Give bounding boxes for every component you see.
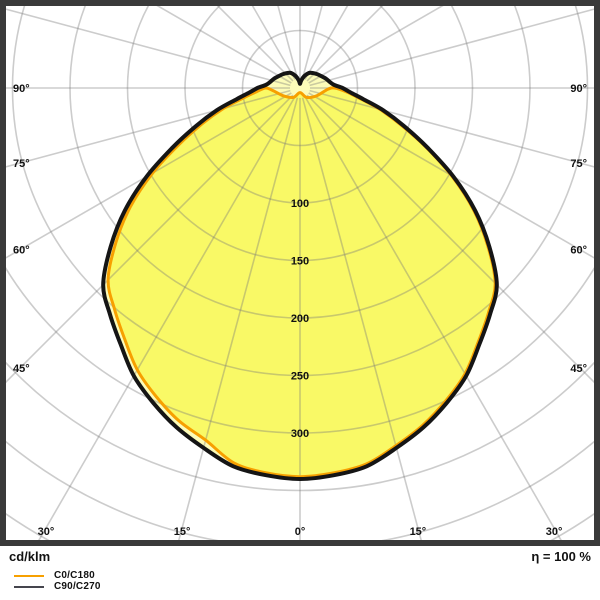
angle-label-left-75: 75° <box>13 158 30 170</box>
unit-row: cd/klm η = 100 % <box>0 546 600 564</box>
ring-label-250: 250 <box>291 371 309 383</box>
legend-item-c0-c180: C0/C180 <box>14 570 600 581</box>
angle-label-bottom-30: 30° <box>546 526 563 538</box>
grid-ray-60 <box>308 92 594 259</box>
c90-c270-line-swatch <box>14 585 44 588</box>
legend: C0/C180 C90/C270 <box>0 564 600 592</box>
grid-ring-150 <box>126 6 474 262</box>
grid-ray-105 <box>309 8 594 87</box>
ring-label-100: 100 <box>291 198 309 210</box>
angle-label-bottom-0: 0° <box>295 526 306 538</box>
grid-ray-30 <box>304 96 562 540</box>
angle-label-right-90: 90° <box>570 83 587 95</box>
grid-ray-120 <box>308 6 444 84</box>
plot-frame <box>0 0 600 546</box>
grid-ring-300 <box>6 266 594 434</box>
angle-label-bottom--15: 15° <box>174 526 191 538</box>
grid-ray-240 <box>156 6 292 84</box>
grid-ray-225 <box>216 6 294 82</box>
plot-area: 100 150 200 250 300 90° 90° 75° 75° 60° 60° 45° 45° 3… <box>6 6 594 540</box>
grid-ray-300 <box>6 92 292 259</box>
legend-label-c0-c180: C0/C180 <box>54 570 95 581</box>
angle-label-bottom-15: 15° <box>410 526 427 538</box>
angle-label-left-60: 60° <box>13 245 30 257</box>
legend-item-c90-c270: C90/C270 <box>14 581 600 592</box>
angle-label-right-45: 45° <box>570 363 587 375</box>
efficiency-label: η = 100 % <box>531 549 591 564</box>
grid-ring-200 <box>69 6 531 319</box>
grid-ray-345 <box>178 97 299 540</box>
angle-label-right-75: 75° <box>570 158 587 170</box>
grid-ring-250 <box>11 6 589 377</box>
ring-label-300: 300 <box>291 428 309 440</box>
grid-ray-135 <box>306 6 384 82</box>
grid-ray-315 <box>6 94 294 384</box>
grid-ring-350 <box>6 361 594 492</box>
legend-label-c90-c270: C90/C270 <box>54 581 101 592</box>
angle-label-right-60: 60° <box>570 245 587 257</box>
grid-ring-100 <box>184 6 416 204</box>
grid-ray-75 <box>309 89 594 168</box>
ring-label-200: 200 <box>291 313 309 325</box>
ring-label-150: 150 <box>291 256 309 268</box>
grid-ray-45 <box>306 94 594 384</box>
grid-ray-15 <box>301 97 422 540</box>
c0-c180-fill <box>108 87 496 477</box>
polar-intensity-chart: 100 150 200 250 300 90° 90° 75° 75° 60° 60° 45° 45° 3… <box>0 0 600 546</box>
grid-ray-285 <box>6 89 291 168</box>
c90-c270-curve <box>101 70 499 481</box>
angle-label-bottom--30: 30° <box>38 526 55 538</box>
chart-footer: cd/klm η = 100 % C0/C180 C90/C270 <box>0 546 600 600</box>
grid-ray-255 <box>6 8 291 87</box>
grid-ring-50 <box>241 29 359 147</box>
grid-ray-330 <box>38 96 296 540</box>
angle-label-left-45: 45° <box>13 363 30 375</box>
polar-grid <box>6 6 594 540</box>
angle-label-left-90: 90° <box>13 83 30 95</box>
unit-label: cd/klm <box>9 549 51 564</box>
c0-c180-line-swatch <box>14 574 44 577</box>
